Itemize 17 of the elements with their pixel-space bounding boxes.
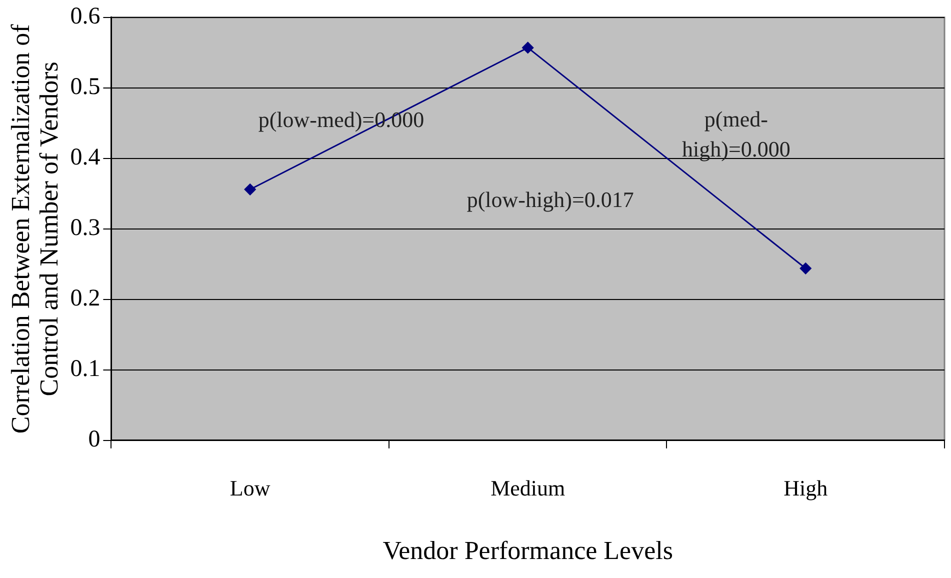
- y-tick-label: 0.6: [70, 4, 100, 30]
- y-tick-label: 0.3: [70, 215, 100, 242]
- y-tick-label: 0.4: [70, 144, 100, 171]
- y-tick-label: 0.1: [70, 356, 100, 382]
- y-axis-title: Correlation Between Externalization of Control and Number of Vendors: [6, 24, 64, 434]
- x-tick-label: High: [784, 475, 828, 500]
- y-tick-label: 0.2: [70, 286, 100, 312]
- annotation: p(med-high)=0.000: [682, 106, 790, 162]
- point: [800, 262, 812, 274]
- x-tick-label: Low: [230, 475, 270, 500]
- point: [522, 42, 534, 54]
- y-tick-label: 0: [88, 426, 100, 453]
- point: [244, 184, 256, 196]
- x-axis-title: Vendor Performance Levels: [382, 536, 673, 566]
- y-tick-label: 0.5: [70, 74, 100, 100]
- annotation: p(low-high)=0.017: [466, 187, 634, 212]
- x-tick-label: Medium: [490, 475, 566, 500]
